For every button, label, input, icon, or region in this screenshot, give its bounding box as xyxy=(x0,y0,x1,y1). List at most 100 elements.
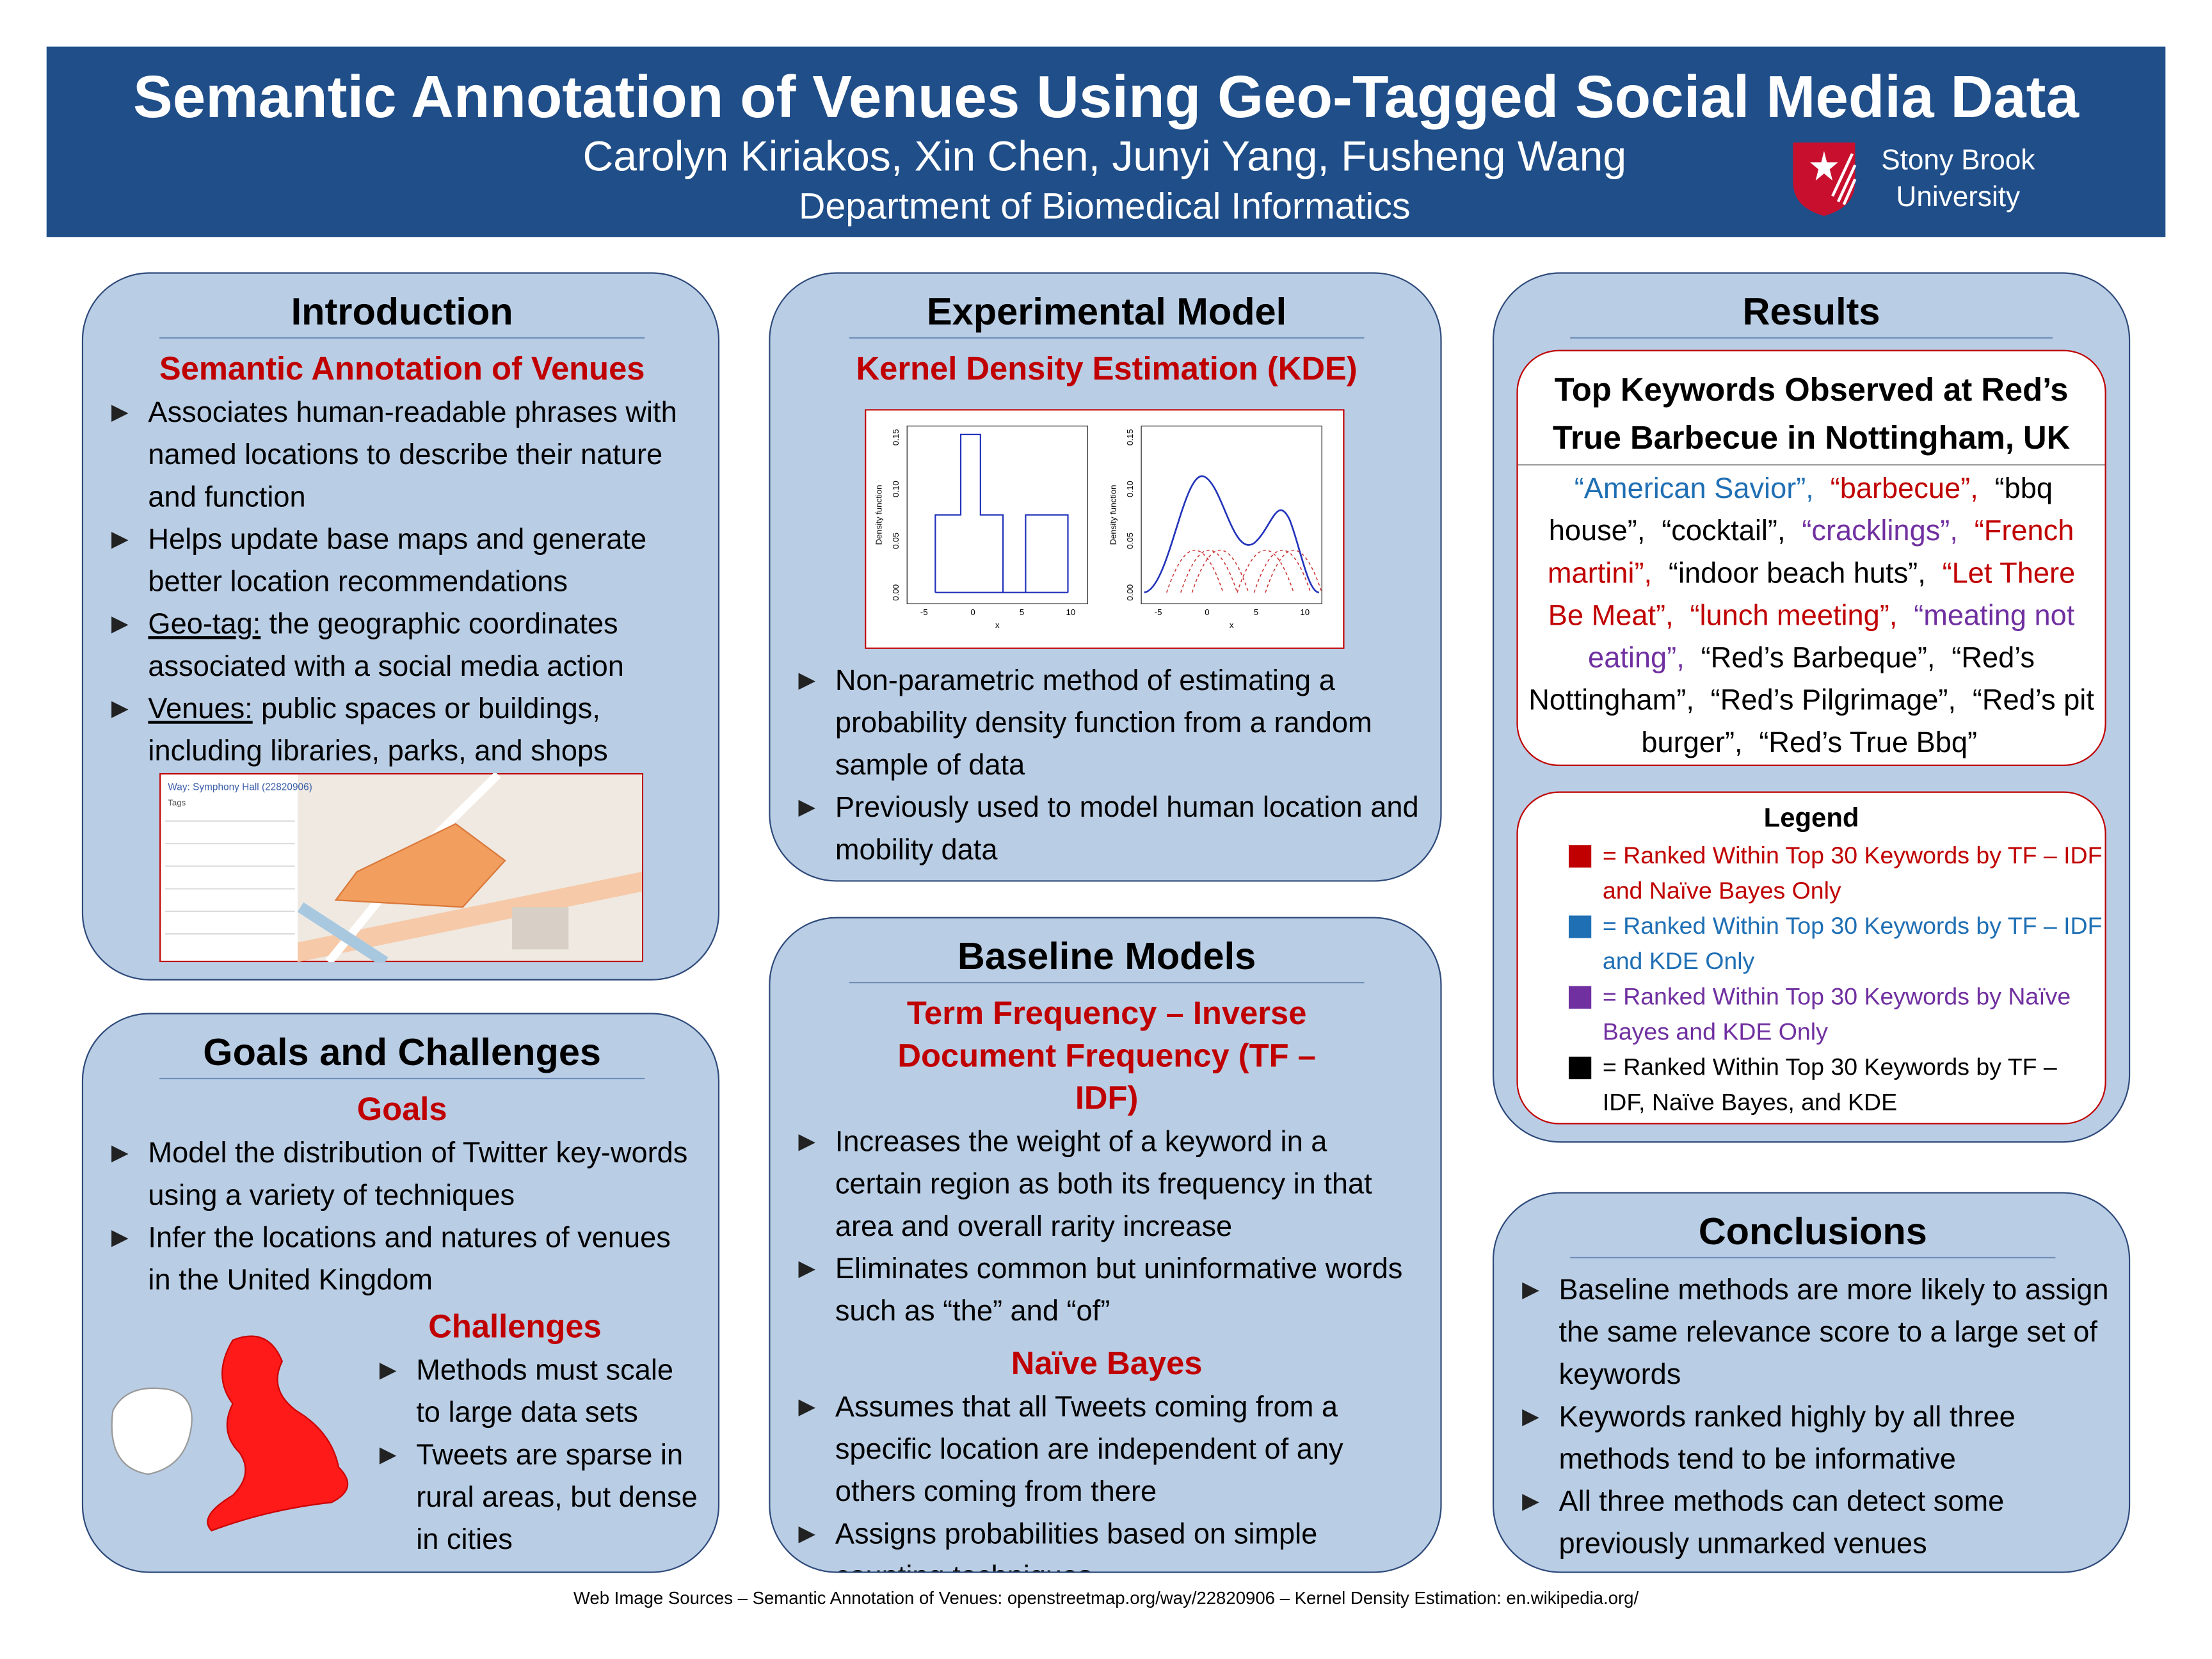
panel-heading: Goals and Challenges xyxy=(159,1031,645,1080)
keyword: “barbecue”, xyxy=(1830,472,1978,506)
uk-map xyxy=(111,1335,349,1532)
kde-figure: 0.00 0.05 0.10 0.15 -5 0 5 10 Density function x 0… xyxy=(865,409,1345,649)
subheading: Naïve Bayes xyxy=(1011,1344,1203,1381)
legend: Legend = Ranked Within Top 30 Keywords b… xyxy=(1516,791,2106,1125)
histogram xyxy=(934,433,1069,593)
legend-text: = Ranked Within Top 30 Keywords by Naïve… xyxy=(1602,983,2071,1046)
kernel xyxy=(1191,550,1249,593)
bullet: Previously used to model human location … xyxy=(793,787,1421,872)
bullet-term: Venues: xyxy=(148,693,253,725)
keyword: “French martini”, xyxy=(1547,515,2074,590)
keyword: “Red’s Pilgrimage”, xyxy=(1710,684,1957,717)
panel-heading: Experimental Model xyxy=(849,291,1365,339)
keyword: “cocktail”, xyxy=(1662,515,1786,548)
university-logo xyxy=(1793,142,1857,216)
legend-item: = Ranked Within Top 30 Keywords by Naïve… xyxy=(1560,979,2105,1050)
bullet: Venues: public spaces or buildings, inclu… xyxy=(106,689,698,773)
keyword-list: “American Savior”, “barbecue”, “bbq hous… xyxy=(1518,465,2105,764)
x-tick-label: 0 xyxy=(970,607,975,617)
bullet-text: public spaces or buildings, including li… xyxy=(148,693,608,768)
y-tick-label: 0.10 xyxy=(891,481,901,497)
map-title: Way: Symphony Hall (22820906) xyxy=(168,781,312,792)
bullet-list: Model the distribution of Twitter key-wo… xyxy=(106,1133,698,1302)
x-tick-label: 5 xyxy=(1254,607,1258,617)
subheading: Term Frequency – Inverse Document Freque… xyxy=(897,994,1316,1116)
bullet-list: Baseline methods are more likely to assi… xyxy=(1516,1270,2109,1566)
y-tick-label: 0.15 xyxy=(891,429,901,445)
header: Semantic Annotation of Venues Using Geo-… xyxy=(46,46,2166,237)
panel-heading: Baseline Models xyxy=(849,935,1365,984)
subheading: Semantic Annotation of Venues xyxy=(159,349,645,387)
bullet: Tweets are sparse in rural areas, but de… xyxy=(374,1435,698,1562)
legend-item: = Ranked Within Top 30 Keywords by TF – … xyxy=(1560,838,2105,908)
plot-frame xyxy=(1141,425,1322,605)
y-axis-label: Density function xyxy=(1108,485,1118,545)
legend-swatch xyxy=(1568,986,1592,1009)
bullet: Assigns probabilities based on simple co… xyxy=(793,1514,1421,1571)
legend-items: = Ranked Within Top 30 Keywords by TF – … xyxy=(1518,838,2105,1120)
keyword-box: Top Keywords Observed at Red’s True Barb… xyxy=(1516,349,2106,766)
keyword: “American Savior”, xyxy=(1574,472,1814,506)
keyword: “Red’s Nottingham”, xyxy=(1528,641,2035,717)
bullet-list: Assumes that all Tweets coming from a sp… xyxy=(793,1387,1421,1571)
bullet: Keywords ranked highly by all three meth… xyxy=(1516,1397,2109,1481)
x-axis-label: x xyxy=(1230,620,1234,630)
legend-swatch xyxy=(1568,1056,1592,1080)
venue-map: Way: Symphony Hall (22820906) Tags xyxy=(159,773,644,963)
y-tick-label: 0.00 xyxy=(891,584,901,601)
bullet-text: the geographic coordinates associated wi… xyxy=(148,607,624,683)
keyword: “indoor beach huts”, xyxy=(1668,557,1926,590)
keyword: “Red’s pit burger”, xyxy=(1641,684,2094,759)
bullet: Associates human-readable phrases with n… xyxy=(106,392,698,519)
x-tick-label: 10 xyxy=(1066,607,1076,617)
bullet: Helps update base maps and generate bett… xyxy=(106,519,698,604)
y-axis-label: Density function xyxy=(874,485,884,545)
y-tick-label: 0.00 xyxy=(1125,584,1135,601)
density-curve xyxy=(1144,475,1320,594)
y-tick-label: 0.10 xyxy=(1125,481,1135,497)
legend-item: = Ranked Within Top 30 Keywords by TF – … xyxy=(1560,908,2105,979)
y-tick-label: 0.05 xyxy=(1125,533,1135,549)
kernel xyxy=(1253,550,1311,593)
university-line: University xyxy=(1896,182,2021,213)
map-tags: Tags xyxy=(168,798,186,808)
bullet: All three methods can detect some previo… xyxy=(1516,1481,2109,1566)
kernel xyxy=(1237,550,1294,593)
bullet: Assumes that all Tweets coming from a sp… xyxy=(793,1387,1421,1514)
keyword: “Let There Be Meat”, xyxy=(1548,557,2076,632)
keyword: “meating not eating”, xyxy=(1588,599,2075,675)
legend-item: = Ranked Within Top 30 Keywords by TF – … xyxy=(1560,1050,2105,1120)
bullet: Baseline methods are more likely to assi… xyxy=(1516,1270,2109,1397)
title: Semantic Annotation of Venues Using Geo-… xyxy=(133,63,2079,130)
legend-title: Legend xyxy=(1763,804,1859,834)
keyword: “Red’s Barbeque”, xyxy=(1701,641,1936,675)
university-line: Stony Brook xyxy=(1881,145,2035,177)
subheading: Goals xyxy=(357,1090,447,1128)
y-tick-label: 0.05 xyxy=(891,533,901,549)
keyword-box-title: Top Keywords Observed at Red’s True Barb… xyxy=(1518,351,2105,466)
bullet-list: Increases the weight of a keyword in a c… xyxy=(793,1121,1421,1333)
bullet: Model the distribution of Twitter key-wo… xyxy=(106,1133,698,1217)
keyword: “bbq house”, xyxy=(1548,472,2053,548)
bullet: Methods must scale to large data sets xyxy=(374,1350,698,1434)
bullet: Increases the weight of a keyword in a c… xyxy=(793,1121,1421,1248)
subheading: Challenges xyxy=(428,1308,602,1345)
kernel xyxy=(1166,550,1224,593)
department: Department of Biomedical Informatics xyxy=(799,184,1411,227)
conclusions-panel: Conclusions Baseline methods are more li… xyxy=(1492,1192,2131,1573)
legend-text: = Ranked Within Top 30 Keywords by TF – … xyxy=(1602,842,2103,904)
panel-heading: Introduction xyxy=(159,291,645,339)
keyword: “lunch meeting”, xyxy=(1690,599,1898,632)
bullet-text: Helps update base maps and generate bett… xyxy=(148,523,647,598)
bullet-list: Methods must scale to large data sets Twe… xyxy=(374,1350,698,1562)
bullet: Eliminates common but uninformative word… xyxy=(793,1249,1421,1333)
x-tick-label: -5 xyxy=(1155,607,1162,617)
keyword: “cracklings”, xyxy=(1802,515,1958,548)
legend-text: = Ranked Within Top 30 Keywords by TF – … xyxy=(1602,913,2103,975)
x-axis-label: x xyxy=(995,620,1000,630)
plot-frame xyxy=(906,425,1089,605)
baseline-panel: Baseline Models Term Frequency – Inverse… xyxy=(769,917,1442,1573)
bullet: Infer the locations and natures of venue… xyxy=(106,1217,698,1302)
bullet: Non-parametric method of estimating a pr… xyxy=(793,661,1421,787)
